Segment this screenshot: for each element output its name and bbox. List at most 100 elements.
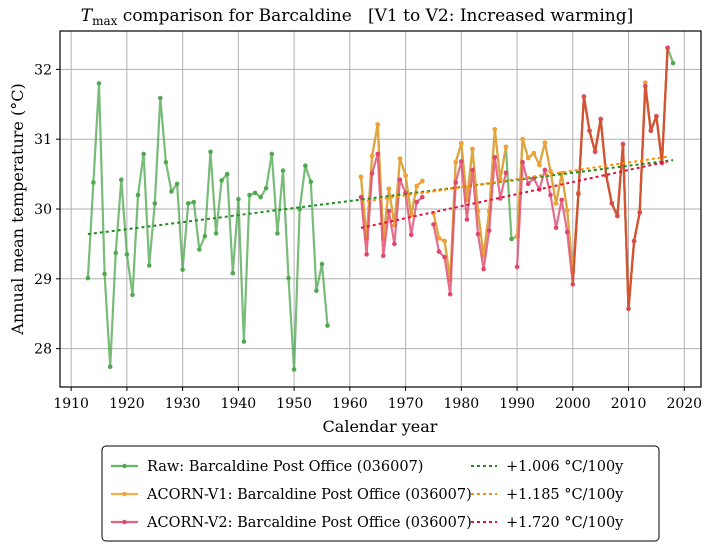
data-point [124,252,130,257]
data-point [369,153,375,159]
data-point [252,190,258,196]
data-point [358,174,364,180]
x-tick-label: 1990 [499,396,535,412]
x-tick-label: 2020 [666,396,702,412]
data-point [509,236,514,242]
series-layer [85,45,676,372]
legend-trend-label: +1.006 °C/100y [506,459,624,475]
data-point [542,167,548,173]
data-point [219,178,224,183]
data-point [486,228,492,233]
data-point [397,156,403,161]
x-tick-label: 1980 [444,396,480,412]
data-point [559,197,564,203]
data-point [386,208,392,214]
data-point [542,140,548,145]
legend-marker [122,519,127,525]
data-point [442,238,447,244]
legend-entry-trend: +1.720 °C/100y [471,515,624,531]
data-point [408,232,414,238]
data-point [364,252,369,257]
data-point [275,231,280,236]
y-tick-label: 30 [34,202,52,218]
data-point [130,292,135,298]
data-point [670,60,676,66]
legend-marker [122,463,127,469]
data-point [553,201,559,206]
data-point [319,261,325,267]
x-tick-label: 1920 [109,396,145,412]
trend-line [360,160,668,229]
x-axis-label: Calendar year [323,417,438,436]
data-point [197,247,202,252]
data-point [520,136,525,142]
data-point [269,151,275,157]
data-point [503,144,509,150]
data-point [420,178,425,184]
data-point [436,236,442,241]
x-tick-label: 2000 [555,396,591,412]
trend-line [360,155,668,204]
trend-layer [87,155,674,236]
data-point [224,171,230,177]
data-point [548,169,553,174]
data-point [514,264,520,270]
legend: Raw: Barcaldine Post Office (036007) ACOR… [101,445,660,542]
data-point [263,185,269,191]
legend-entry-trend: +1.185 °C/100y [471,487,624,503]
data-point [537,162,542,168]
y-axis-label: Annual mean temperature (°C) [8,83,27,335]
series-line [359,152,424,257]
legend-trend-label: +1.720 °C/100y [506,515,624,531]
y-axis-ticks: 28 29 30 31 32 [34,62,60,358]
data-point [525,155,531,161]
title-variable-subscript: max [92,14,118,28]
data-point [525,181,531,187]
data-point [459,141,464,146]
x-tick-label: 1970 [388,396,424,412]
data-point [375,151,381,157]
title-text: comparison for Barcaldine [V1 to V2: Inc… [117,6,633,26]
data-point [291,367,297,372]
data-point [431,222,436,227]
x-tick-label: 2010 [611,396,647,412]
data-point [163,159,169,165]
series-line [432,128,507,281]
x-tick-label: 1910 [53,396,89,412]
data-point [520,159,525,165]
data-point [414,183,420,189]
legend-label: ACORN-V2: Barcaldine Post Office (036007… [146,515,472,531]
data-point [135,192,141,198]
data-point [553,225,559,231]
data-point [308,179,314,185]
data-point [436,249,442,254]
data-point [280,168,286,173]
legend-entry-series: ACORN-V2: Barcaldine Post Office (036007… [111,515,472,531]
data-point [258,194,264,200]
legend-entry-trend: +1.006 °C/100y [471,459,624,475]
legend-trend-label: +1.185 °C/100y [506,487,624,503]
legend-entry-series: Raw: Barcaldine Post Office (036007) [111,459,423,475]
trend-line [87,159,674,236]
data-point [420,194,425,200]
data-point [158,95,163,101]
data-point [141,151,146,157]
x-tick-label: 1940 [221,396,257,412]
data-point [381,253,386,259]
legend-box [101,445,660,542]
data-point [247,192,252,198]
data-point [470,167,475,173]
data-point [459,159,464,164]
title-variable: T [81,6,94,26]
data-point [286,275,291,281]
data-point [325,323,330,328]
data-point [85,275,91,281]
data-point [91,180,96,185]
data-point [152,201,158,206]
data-point [564,229,570,235]
data-point [314,288,319,294]
y-tick-label: 28 [34,342,52,358]
data-point [241,339,247,344]
data-point [475,231,481,237]
data-point [386,186,392,192]
